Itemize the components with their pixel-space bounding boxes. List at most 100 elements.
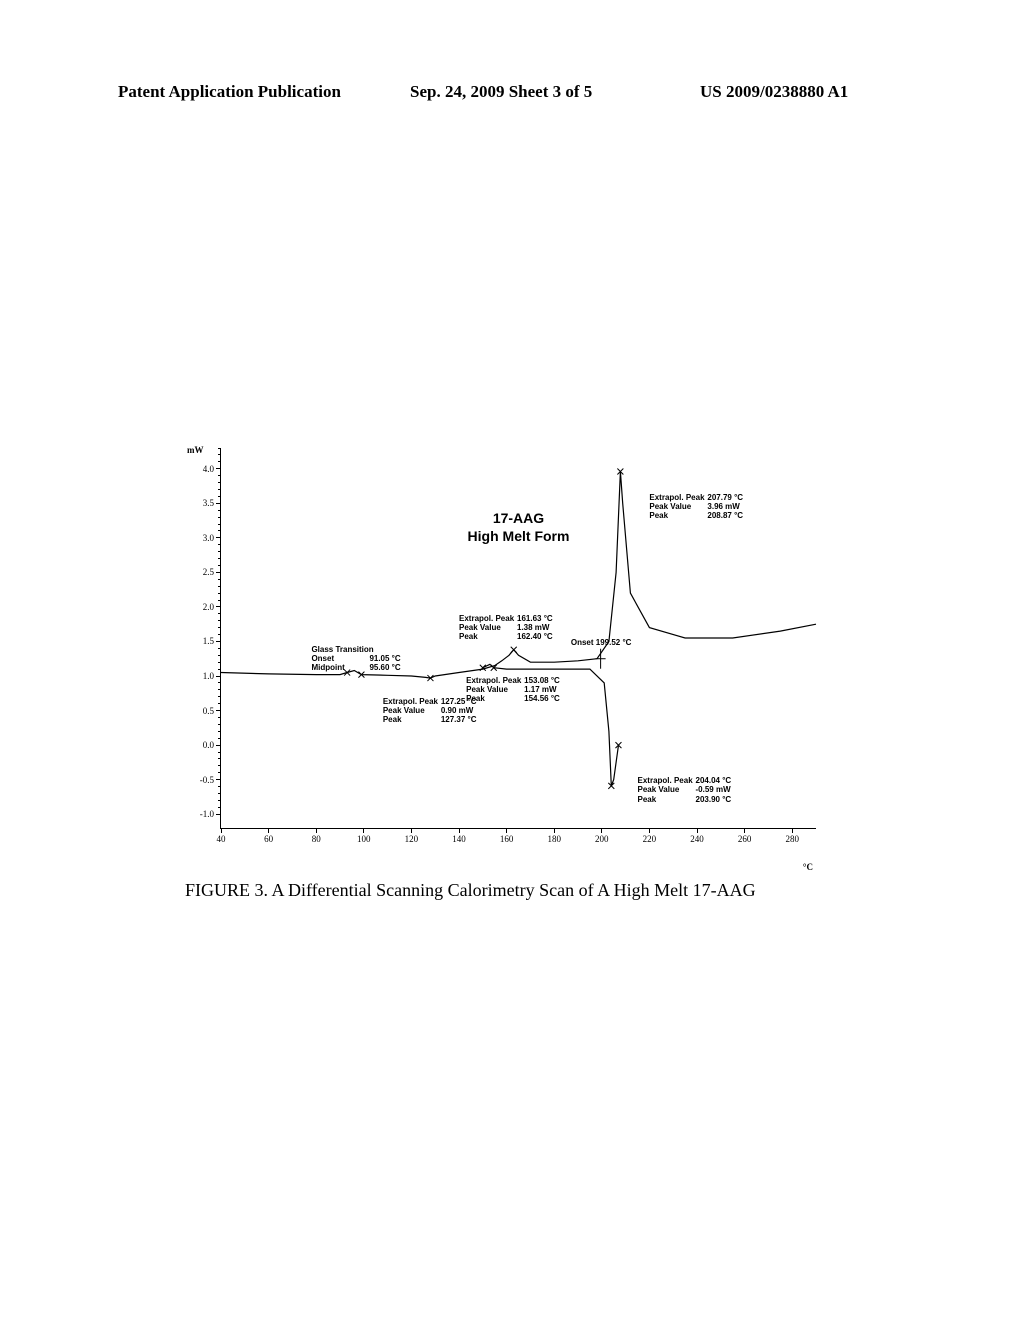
- x-tick-label: 80: [312, 834, 321, 844]
- x-tick: [744, 828, 745, 833]
- y-tick: [216, 503, 221, 504]
- y-tick-label: 2.0: [189, 602, 214, 612]
- y-tick-minor: [218, 579, 221, 580]
- x-tick-label: 180: [547, 834, 561, 844]
- y-tick-minor: [218, 724, 221, 725]
- y-tick-minor: [218, 786, 221, 787]
- y-tick-label: 3.5: [189, 498, 214, 508]
- y-tick-minor: [218, 703, 221, 704]
- annotation-peak207: Extrapol. Peak207.79 °CPeak Value3.96 mW…: [649, 493, 743, 521]
- y-tick-minor: [218, 682, 221, 683]
- header-mid: Sep. 24, 2009 Sheet 3 of 5: [410, 82, 592, 102]
- y-tick: [216, 814, 221, 815]
- y-tick-label: 1.5: [189, 636, 214, 646]
- y-tick-label: 1.0: [189, 671, 214, 681]
- y-tick-minor: [218, 482, 221, 483]
- header-left: Patent Application Publication: [118, 82, 341, 102]
- y-tick-label: 0.0: [189, 740, 214, 750]
- y-tick-minor: [218, 738, 221, 739]
- x-tick-label: 220: [643, 834, 657, 844]
- y-tick-minor: [218, 662, 221, 663]
- annotation-peak161: Extrapol. Peak161.63 °CPeak Value1.38 mW…: [459, 614, 553, 642]
- y-tick: [216, 641, 221, 642]
- annotation-peak127: Extrapol. Peak127.25 °CPeak Value0.90 mW…: [383, 697, 477, 725]
- y-tick: [216, 537, 221, 538]
- x-tick-label: 240: [690, 834, 704, 844]
- y-tick-label: -1.0: [189, 809, 214, 819]
- y-tick-minor: [218, 655, 221, 656]
- y-tick-minor: [218, 461, 221, 462]
- y-tick-minor: [218, 717, 221, 718]
- x-tick: [554, 828, 555, 833]
- y-tick-label: 2.5: [189, 567, 214, 577]
- y-tick-minor: [218, 448, 221, 449]
- y-tick-minor: [218, 648, 221, 649]
- x-tick: [601, 828, 602, 833]
- y-tick-minor: [218, 489, 221, 490]
- y-tick-minor: [218, 454, 221, 455]
- y-tick-minor: [218, 627, 221, 628]
- annotation-peak204: Extrapol. Peak204.04 °CPeak Value-0.59 m…: [638, 776, 732, 804]
- figure-caption: FIGURE 3. A Differential Scanning Calori…: [185, 880, 756, 901]
- y-tick-minor: [218, 586, 221, 587]
- y-tick-minor: [218, 600, 221, 601]
- y-tick-minor: [218, 731, 221, 732]
- x-tick-label: 200: [595, 834, 609, 844]
- header-right: US 2009/0238880 A1: [700, 82, 848, 102]
- y-tick: [216, 468, 221, 469]
- x-tick: [792, 828, 793, 833]
- x-tick-label: 160: [500, 834, 514, 844]
- y-tick: [216, 676, 221, 677]
- y-tick-label: -0.5: [189, 775, 214, 785]
- y-tick-minor: [218, 517, 221, 518]
- x-tick: [363, 828, 364, 833]
- y-tick-minor: [218, 758, 221, 759]
- y-tick-minor: [218, 496, 221, 497]
- y-tick-minor: [218, 551, 221, 552]
- x-tick: [697, 828, 698, 833]
- y-tick: [216, 606, 221, 607]
- y-tick-minor: [218, 689, 221, 690]
- y-tick-minor: [218, 613, 221, 614]
- y-tick-minor: [218, 475, 221, 476]
- x-tick: [506, 828, 507, 833]
- x-tick: [411, 828, 412, 833]
- y-tick-minor: [218, 565, 221, 566]
- x-tick-label: 60: [264, 834, 273, 844]
- x-tick: [268, 828, 269, 833]
- y-tick-minor: [218, 765, 221, 766]
- y-tick-minor: [218, 510, 221, 511]
- x-tick-label: 260: [738, 834, 752, 844]
- y-tick: [216, 779, 221, 780]
- x-tick: [649, 828, 650, 833]
- dsc-chart: mW 17-AAG High Melt Form -1.0-0.50.00.51…: [185, 443, 815, 856]
- y-tick-minor: [218, 524, 221, 525]
- x-tick: [316, 828, 317, 833]
- x-tick-label: 100: [357, 834, 371, 844]
- y-tick-minor: [218, 772, 221, 773]
- y-tick: [216, 710, 221, 711]
- y-tick-minor: [218, 800, 221, 801]
- y-tick-minor: [218, 593, 221, 594]
- x-tick: [459, 828, 460, 833]
- y-tick: [216, 572, 221, 573]
- x-axis-unit: °C: [803, 862, 813, 872]
- annotation-onset199: Onset 199.52 °C: [571, 638, 632, 647]
- y-tick: [216, 745, 221, 746]
- annotation-peak153: Extrapol. Peak153.08 °CPeak Value1.17 mW…: [466, 676, 560, 704]
- y-tick-label: 4.0: [189, 464, 214, 474]
- y-axis-unit: mW: [187, 445, 204, 455]
- y-tick-minor: [218, 696, 221, 697]
- y-tick-minor: [218, 752, 221, 753]
- x-tick-label: 140: [452, 834, 466, 844]
- y-tick-minor: [218, 669, 221, 670]
- y-tick-minor: [218, 558, 221, 559]
- y-tick-minor: [218, 807, 221, 808]
- x-tick: [221, 828, 222, 833]
- y-tick-minor: [218, 620, 221, 621]
- x-tick-label: 280: [785, 834, 799, 844]
- x-tick-label: 120: [405, 834, 419, 844]
- annotation-glass: Glass TransitionOnset91.05 °CMidpoint95.…: [311, 645, 400, 673]
- y-tick-minor: [218, 793, 221, 794]
- y-tick-minor: [218, 530, 221, 531]
